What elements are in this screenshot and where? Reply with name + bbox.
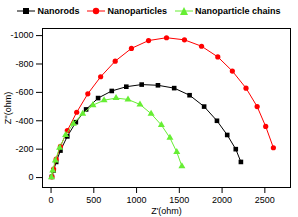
svg-text:0: 0 [28, 172, 33, 182]
svg-text:500: 500 [86, 195, 101, 205]
svg-text:1000: 1000 [127, 195, 147, 205]
svg-text:-400: -400 [15, 116, 33, 126]
svg-text:-600: -600 [15, 87, 33, 97]
html-text:Nanorods: Nanorods [37, 6, 80, 16]
svg-text:0: 0 [49, 195, 54, 205]
svg-text:-1000: -1000 [10, 30, 33, 40]
html-text:Nanoparticle chains: Nanoparticle chains [195, 6, 281, 16]
svg-text:2000: 2000 [212, 195, 232, 205]
svg-text:Z''(ohm): Z''(ohm) [3, 92, 13, 124]
svg-text:1500: 1500 [169, 195, 189, 205]
svg-text:-800: -800 [15, 59, 33, 69]
html-text:Nanoparticles: Nanoparticles [107, 6, 167, 16]
svg-text:Z'(ohm): Z'(ohm) [151, 206, 182, 216]
svg-text:-200: -200 [15, 144, 33, 154]
svg-text:2500: 2500 [255, 195, 275, 205]
